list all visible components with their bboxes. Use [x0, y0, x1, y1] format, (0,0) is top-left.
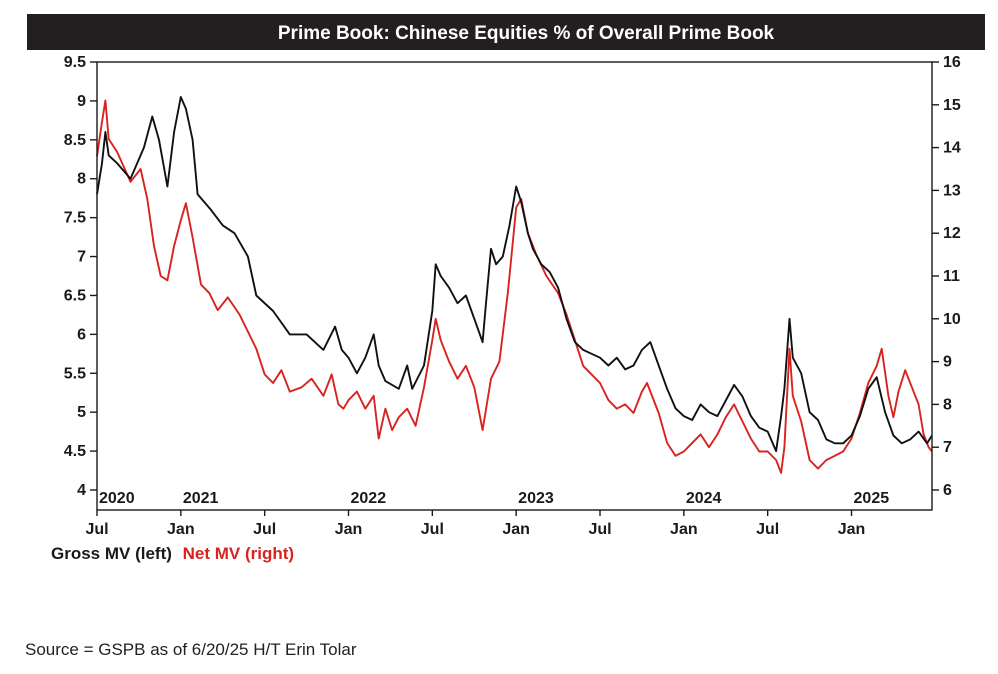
year-label: 2023 — [518, 490, 554, 507]
x-tick-label: Jan — [670, 521, 698, 538]
year-label: 2022 — [351, 490, 387, 507]
y-right-tick-label: 9 — [943, 354, 952, 371]
x-tick-label: Jan — [167, 521, 195, 538]
y-left-tick-label: 5 — [77, 404, 86, 421]
legend-net-mv: Net MV (right) — [182, 544, 295, 563]
gross-mv-line — [96, 96, 933, 453]
chart-title: Prime Book: Chinese Equities % of Overal… — [278, 23, 775, 44]
y-right-tick-label: 14 — [943, 140, 961, 157]
legend: Gross MV (left) Net MV (right) — [51, 544, 294, 564]
y-left-tick-label: 5.5 — [64, 365, 86, 382]
y-right-tick-label: 11 — [943, 268, 960, 285]
y-left-tick-label: 9.5 — [64, 54, 86, 71]
x-tick-label: Jul — [253, 521, 276, 538]
y-right-tick-label: 6 — [943, 482, 952, 499]
y-right-tick-label: 12 — [943, 225, 961, 242]
title-bar — [27, 14, 985, 50]
year-label: 2024 — [686, 490, 722, 507]
x-tick-label: Jul — [588, 521, 611, 538]
y-right-tick-label: 7 — [943, 439, 952, 456]
net-mv-line — [96, 99, 933, 474]
y-left-tick-label: 9 — [77, 93, 86, 110]
x-tick-label: Jan — [502, 521, 530, 538]
y-right-tick-label: 10 — [943, 311, 961, 328]
y-right-tick-label: 16 — [943, 54, 961, 71]
y-left-tick-label: 4 — [77, 482, 86, 499]
series-layer — [96, 96, 933, 474]
x-tick-label: Jan — [838, 521, 866, 538]
x-tick-label: Jan — [335, 521, 363, 538]
legend-gross-mv: Gross MV (left) — [51, 544, 172, 563]
y-left-tick-label: 6.5 — [64, 287, 86, 304]
y-left-tick-label: 7 — [77, 249, 86, 266]
year-label: 2021 — [183, 490, 219, 507]
y-right-tick-label: 8 — [943, 396, 952, 413]
y-left-tick-label: 4.5 — [64, 443, 86, 460]
plot-frame — [96, 61, 933, 511]
y-left-tick-label: 8 — [77, 171, 86, 188]
x-tick-label: Jul — [85, 521, 108, 538]
year-label: 2020 — [99, 490, 135, 507]
y-right-tick-label: 15 — [943, 97, 961, 114]
x-tick-label: Jul — [421, 521, 444, 538]
x-tick-label: Jul — [756, 521, 779, 538]
axes: 4 4.5 5 5.5 6 6.5 7 7.5 8 8.5 9 9.5 6 7 8 9 10 11 12 13 14 15… — [64, 54, 961, 538]
year-label: 2025 — [854, 490, 890, 507]
y-left-tick-label: 8.5 — [64, 132, 86, 149]
y-left-tick-label: 7.5 — [64, 210, 86, 227]
source-note: Source = GSPB as of 6/20/25 H/T Erin Tol… — [25, 640, 357, 659]
y-right-tick-label: 13 — [943, 182, 961, 199]
y-left-tick-label: 6 — [77, 326, 86, 343]
